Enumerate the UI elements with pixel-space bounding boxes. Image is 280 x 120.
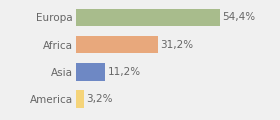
Bar	[76, 9, 220, 26]
Bar	[76, 36, 158, 53]
Text: 54,4%: 54,4%	[222, 12, 255, 22]
Text: 3,2%: 3,2%	[86, 94, 113, 104]
Bar	[76, 63, 105, 81]
Bar	[76, 90, 84, 108]
Text: 31,2%: 31,2%	[160, 40, 193, 50]
Text: 11,2%: 11,2%	[108, 67, 141, 77]
